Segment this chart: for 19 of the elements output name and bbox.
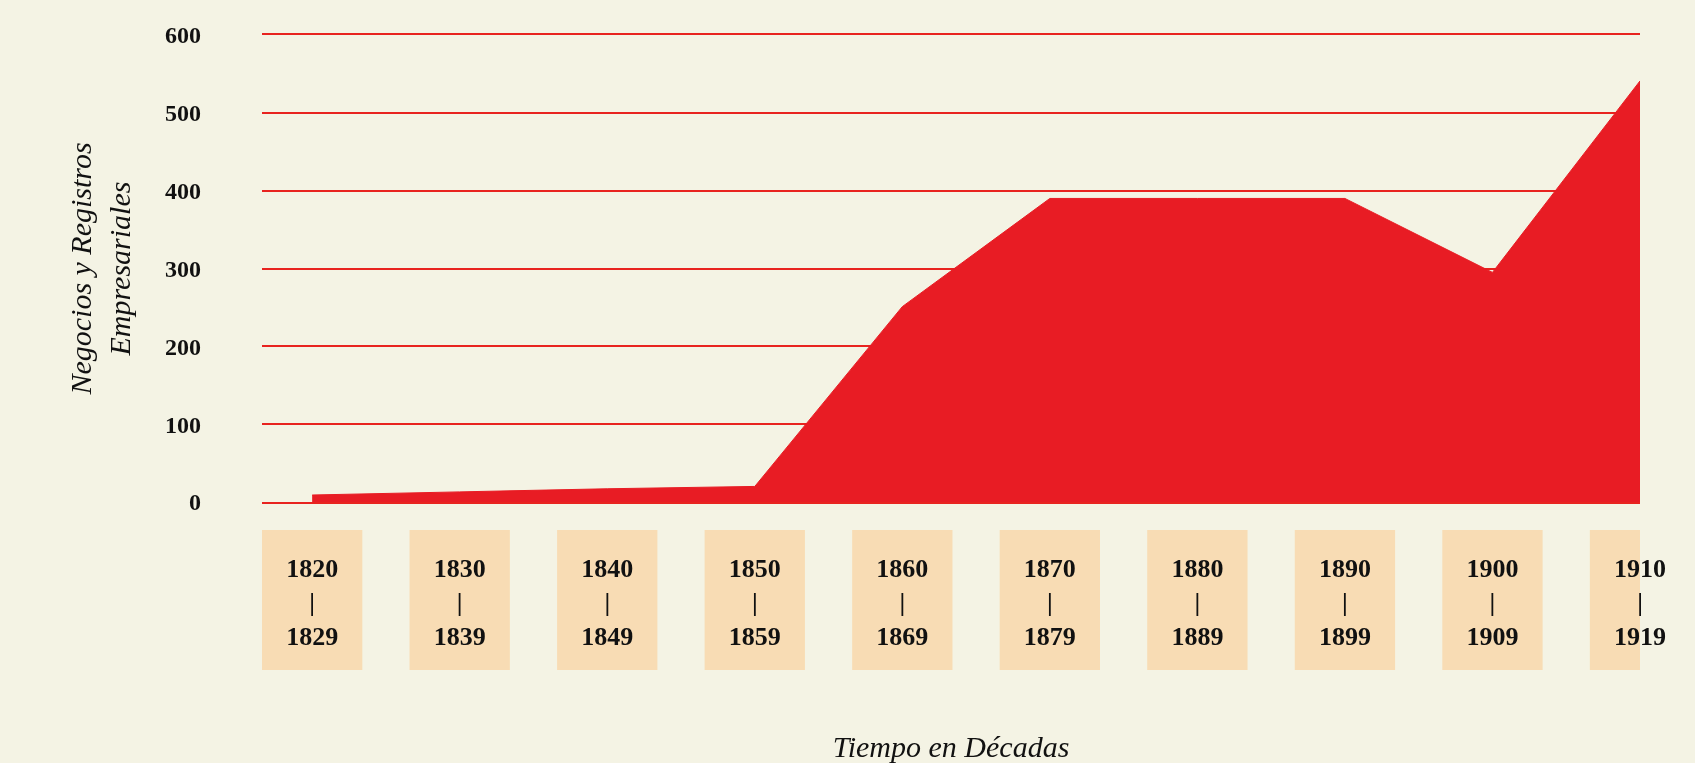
x-tick-label: 1900 | 1909 [1466, 554, 1519, 651]
x-tick-label: 1850 | 1859 [728, 554, 781, 651]
y-tick-label: 200 [165, 333, 201, 360]
x-tick-label: 1860 | 1869 [876, 554, 929, 651]
y-tick-label: 0 [189, 489, 201, 516]
x-tick-label: 1870 | 1879 [1023, 554, 1076, 651]
y-tick-label: 600 [165, 22, 201, 49]
x-axis-title: Tiempo en Décadas [832, 730, 1070, 763]
y-tick-label: 300 [165, 255, 201, 282]
x-tick-label: 1890 | 1899 [1318, 554, 1371, 651]
y-tick-label: 400 [165, 178, 201, 205]
x-tick-label: 1840 | 1849 [581, 554, 634, 651]
x-tick-label: 1910 | 1919 [1614, 554, 1666, 651]
x-tick-label: 1820 | 1829 [286, 554, 339, 651]
y-tick-label: 500 [165, 100, 201, 127]
x-tick-label: 1830 | 1839 [433, 554, 486, 651]
x-tick-label: 1880 | 1889 [1171, 554, 1224, 651]
y-tick-label: 100 [165, 411, 201, 438]
y-axis-title: Negocios y Registros Empresariales [64, 142, 136, 396]
